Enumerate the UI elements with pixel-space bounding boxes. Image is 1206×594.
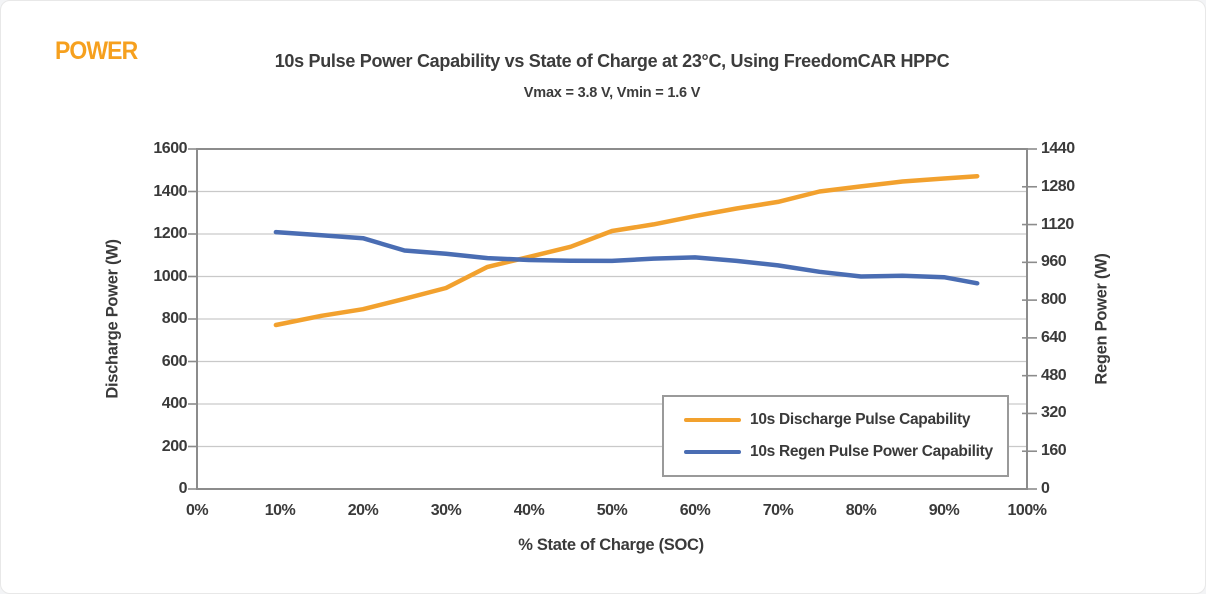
series-line-discharge xyxy=(273,173,980,328)
legend-label-discharge: 10s Discharge Pulse Capability xyxy=(750,411,971,428)
legend-item-discharge: 10s Discharge Pulse Capability xyxy=(684,411,1007,429)
chart-legend: 10s Discharge Pulse Capability 10s Regen… xyxy=(662,395,1009,477)
discharge-line-swatch xyxy=(684,417,741,423)
power-logo: POWER xyxy=(55,37,138,65)
chart-title: 10s Pulse Power Capability vs State of C… xyxy=(274,51,950,71)
axis-tick-marks xyxy=(188,148,1037,490)
plot-border xyxy=(196,148,1028,490)
plot-frame xyxy=(196,148,1028,490)
data-series-lines xyxy=(273,173,980,328)
chart-subtitle: Vmax = 3.8 V, Vmin = 1.6 V xyxy=(523,85,701,101)
legend-label-regen: 10s Regen Pulse Power Capability xyxy=(750,443,993,460)
series-line-regen xyxy=(273,229,980,286)
legend-item-regen: 10s Regen Pulse Power Capability xyxy=(684,443,1007,461)
regen-line-swatch xyxy=(684,449,741,455)
